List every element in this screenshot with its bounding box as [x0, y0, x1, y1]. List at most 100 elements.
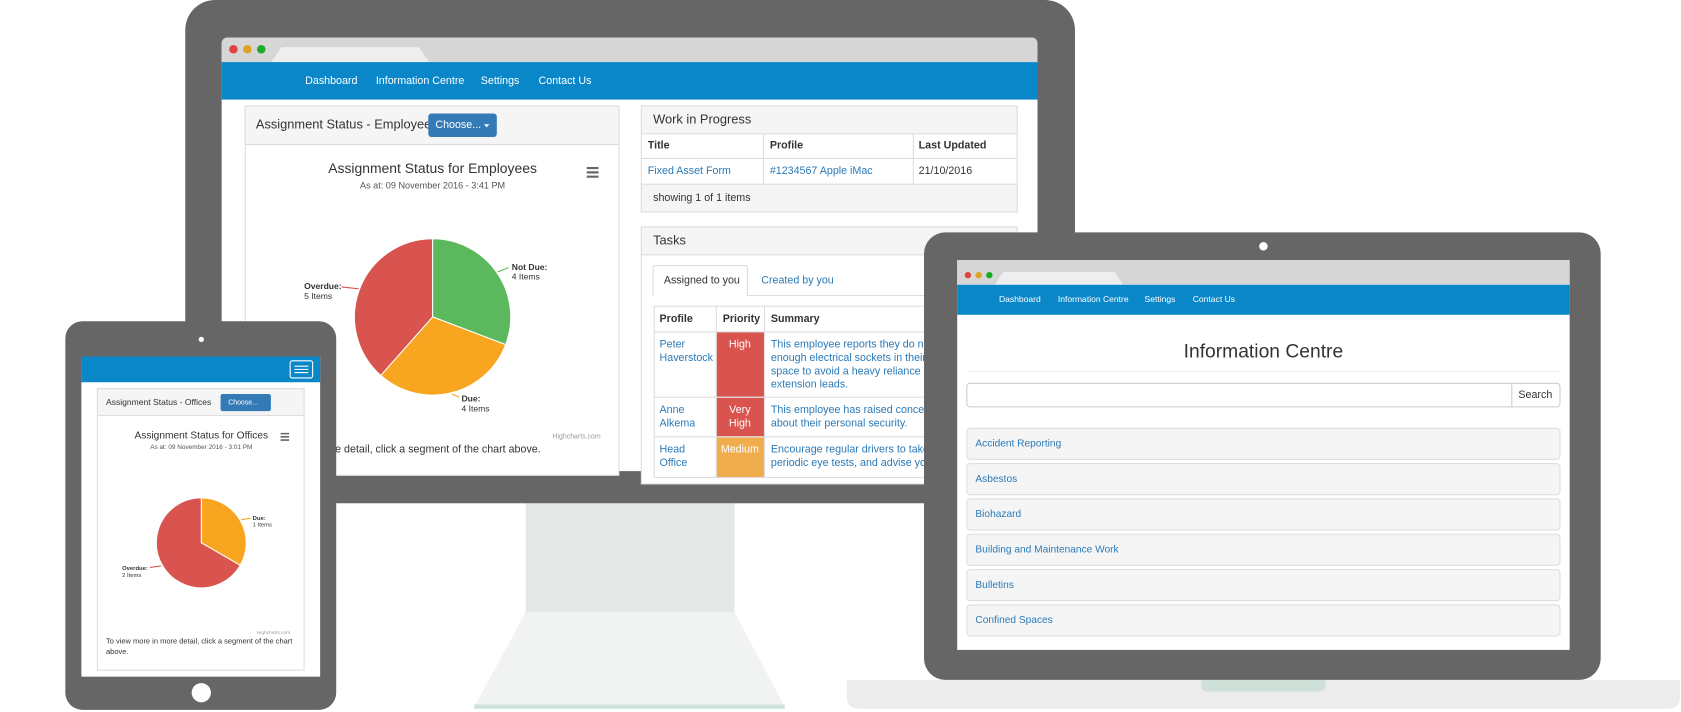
pie-slice[interactable]: [379, 316, 507, 396]
nav-link[interactable]: Settings: [481, 75, 520, 87]
data-label: Due:: [461, 394, 480, 404]
tab[interactable]: Assigned to you: [664, 274, 740, 286]
button-label[interactable]: Choose...: [435, 119, 481, 131]
tablet-camera: [198, 336, 204, 343]
table-cell[interactable]: Fixed Asset Form: [648, 165, 731, 177]
pie-slice[interactable]: [200, 497, 247, 567]
nav-link[interactable]: Information Centre: [376, 75, 465, 87]
list-item[interactable]: [966, 463, 1561, 496]
menu-icon[interactable]: [280, 432, 290, 441]
button-label[interactable]: Choose...: [228, 399, 258, 406]
nav-link[interactable]: Contact Us: [539, 75, 592, 87]
browser-tab: [270, 47, 430, 63]
profile-link[interactable]: Haverstock: [660, 352, 714, 364]
data-label: Overdue:: [122, 566, 148, 572]
summary-link[interactable]: This employee reports they do not: [771, 339, 933, 351]
caret: [483, 124, 490, 128]
priority-label: Very: [729, 404, 751, 416]
data-label: Due:: [253, 516, 266, 522]
profile-link[interactable]: Anne: [660, 404, 685, 416]
panel-title: Assignment Status - Employees: [256, 117, 438, 132]
nav-link[interactable]: Dashboard: [305, 75, 357, 87]
leader-line: [149, 565, 162, 568]
nav-link[interactable]: Contact Us: [1193, 294, 1235, 304]
chart-subtitle: As at: 09 November 2016 - 3:01 PM: [150, 444, 252, 451]
minimize-dot: [975, 271, 982, 279]
pie-slice[interactable]: [353, 238, 434, 377]
chart-note: above.: [106, 647, 128, 656]
leader-line: [241, 517, 251, 521]
list-item[interactable]: [966, 533, 1561, 566]
list-item-label[interactable]: Confined Spaces: [975, 615, 1052, 626]
summary-link[interactable]: about their personal security.: [771, 417, 907, 429]
list-item-label[interactable]: Building and Maintenance Work: [975, 544, 1119, 555]
priority-label: High: [729, 417, 751, 429]
data-label: Overdue:: [304, 281, 342, 291]
toggle-icon: [294, 365, 309, 374]
summary-link[interactable]: periodic eye tests, and advise you: [771, 457, 932, 469]
profile-link[interactable]: Peter: [660, 339, 686, 351]
profile-link[interactable]: Head: [660, 444, 686, 456]
column-header: Profile: [770, 139, 803, 151]
priority-cell: [716, 332, 764, 397]
leader-line: [451, 393, 460, 398]
priority-cell: [716, 397, 764, 437]
list-item-label[interactable]: Biohazard: [975, 509, 1021, 520]
priority-label: Medium: [721, 444, 759, 456]
leader-line: [341, 286, 359, 290]
profile-link[interactable]: Alkema: [660, 417, 696, 429]
profile-link[interactable]: Office: [660, 457, 688, 469]
search-button[interactable]: Search: [1518, 389, 1552, 401]
list-item[interactable]: [966, 498, 1561, 531]
choose-button[interactable]: [220, 394, 271, 412]
list-item-label[interactable]: Asbestos: [975, 474, 1017, 485]
column-header: Profile: [660, 313, 693, 325]
list-item[interactable]: [966, 427, 1561, 460]
summary-link[interactable]: enough electrical sockets in their w: [771, 352, 937, 364]
list-item-label[interactable]: Bulletins: [975, 580, 1013, 591]
table-cell[interactable]: #1234567 Apple iMac: [770, 165, 873, 177]
summary-link[interactable]: space to avoid a heavy reliance on: [771, 365, 936, 377]
summary-link[interactable]: extension leads.: [771, 379, 848, 391]
summary-link[interactable]: Encourage regular drivers to take: [771, 444, 929, 456]
priority-label: High: [729, 339, 751, 351]
data-label: 4 Items: [512, 272, 540, 282]
nav-link[interactable]: Dashboard: [999, 294, 1041, 304]
list-item[interactable]: [966, 604, 1561, 637]
nav-toggle[interactable]: [289, 360, 314, 379]
panel-header: [640, 105, 1018, 135]
pie-slice[interactable]: [155, 497, 241, 589]
nav-bar: [957, 284, 1570, 315]
priority-cell: [716, 437, 764, 477]
nav-bar: [81, 356, 321, 383]
list-item-label[interactable]: Accident Reporting: [975, 438, 1061, 449]
data-label: 1 Items: [253, 523, 272, 529]
close-dot: [964, 271, 972, 279]
list-item[interactable]: [966, 569, 1561, 602]
summary-link[interactable]: This employee has raised concerns: [771, 404, 939, 416]
maximize-dot: [986, 271, 993, 279]
chart-note: To view more in more detail, click a seg…: [106, 636, 293, 645]
search-input[interactable]: [966, 382, 1561, 408]
home-button[interactable]: [191, 683, 211, 703]
menu-icon[interactable]: [586, 167, 599, 178]
table-lines: [641, 133, 1018, 185]
minimize-dot: [243, 44, 252, 54]
column-header: Last Updated: [919, 139, 987, 151]
panel-footer: [640, 183, 1018, 213]
maximize-dot: [256, 44, 266, 54]
pie-slice[interactable]: [432, 238, 512, 346]
nav-link[interactable]: Information Centre: [1058, 294, 1129, 304]
panel-title: Work in Progress: [653, 111, 751, 126]
panel-title: Assignment Status - Offices: [106, 397, 211, 407]
tab[interactable]: Created by you: [761, 274, 834, 286]
choose-button[interactable]: [428, 113, 497, 138]
column-header: Priority: [723, 313, 760, 325]
laptop-base: [846, 679, 1680, 709]
chart-title: Assignment Status for Employees: [328, 160, 537, 176]
data-label: Not Due:: [512, 262, 548, 272]
nav-link[interactable]: Settings: [1145, 294, 1176, 304]
monitor-base: [474, 612, 785, 707]
